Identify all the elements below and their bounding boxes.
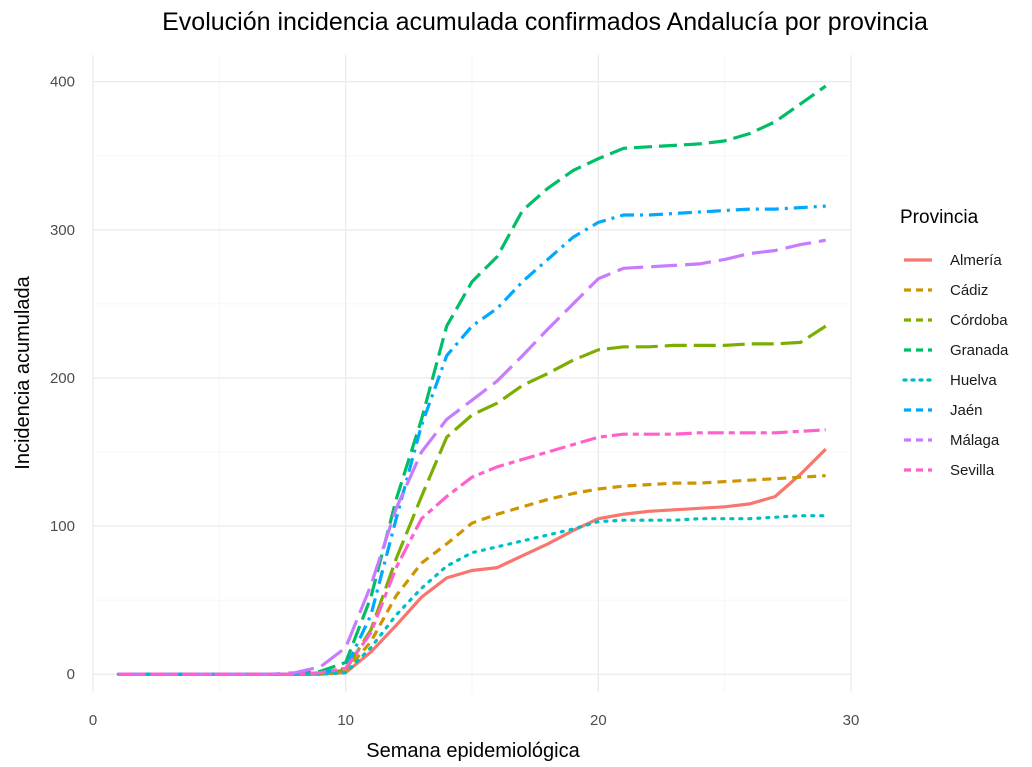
y-tick-label: 400 <box>50 74 75 91</box>
y-tick-label: 200 <box>50 370 75 387</box>
series-lines <box>116 84 828 676</box>
x-axis-ticks: 0 10 20 30 <box>89 712 860 729</box>
x-tick-label: 0 <box>89 712 97 729</box>
chart-title: Evolución incidencia acumulada confirmad… <box>162 8 928 36</box>
y-axis-title: Incidencia acumulada <box>12 275 34 469</box>
legend-label-malaga: Málaga <box>950 432 1000 449</box>
legend-label-jaen: Jaén <box>950 402 983 419</box>
legend-label-granada: Granada <box>950 342 1009 359</box>
x-tick-label: 10 <box>337 712 354 729</box>
series-line-sevilla <box>118 428 826 676</box>
y-tick-label: 0 <box>67 666 75 683</box>
series-line-cadiz <box>118 474 826 676</box>
legend-label-huelva: Huelva <box>950 372 997 389</box>
legend-label-cordoba: Córdoba <box>950 312 1008 329</box>
x-tick-label: 30 <box>843 712 860 729</box>
legend-label-sevilla: Sevilla <box>950 462 995 479</box>
y-axis-ticks: 0 100 200 300 400 <box>50 74 75 684</box>
legend: Provincia Almería Cádiz Córdoba Granada Huel… <box>900 207 1009 479</box>
plot-grid <box>92 55 852 692</box>
legend-label-cadiz: Cádiz <box>950 282 988 299</box>
x-tick-label: 20 <box>590 712 607 729</box>
x-axis-title: Semana epidemiológica <box>366 740 580 762</box>
y-tick-label: 300 <box>50 222 75 239</box>
y-tick-label: 100 <box>50 518 75 535</box>
legend-label-almeria: Almería <box>950 252 1002 269</box>
legend-title: Provincia <box>900 207 979 228</box>
